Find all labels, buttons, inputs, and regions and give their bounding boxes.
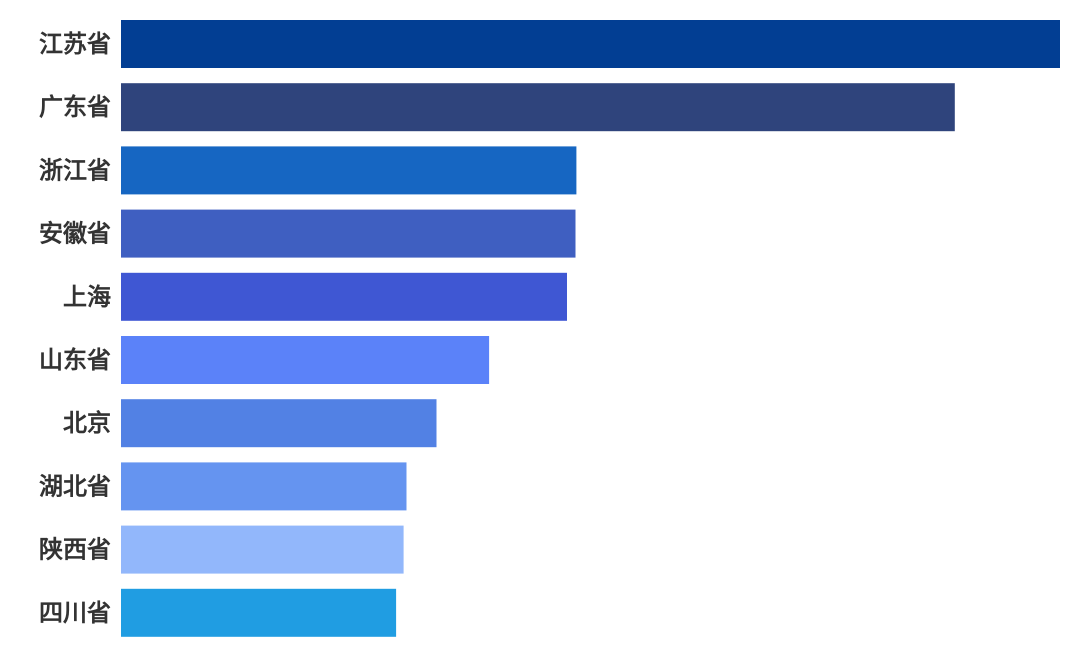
category-label-2: 广东省 (39, 93, 111, 121)
bar-3 (121, 146, 577, 195)
bar-8 (121, 462, 407, 511)
category-label-4: 安徽省 (39, 220, 111, 248)
category-label-9: 陕西省 (39, 536, 111, 564)
category-label-1: 江苏省 (39, 30, 111, 58)
bar-4 (121, 209, 576, 258)
bar-7 (121, 399, 437, 448)
category-label-7: 北京 (63, 409, 111, 437)
bar-9 (121, 525, 404, 574)
bars-group (121, 20, 1060, 637)
bar-1 (121, 20, 1060, 68)
bar-5 (121, 272, 567, 321)
category-label-8: 湖北省 (39, 472, 111, 500)
category-label-10: 四川省 (39, 599, 111, 627)
category-label-3: 浙江省 (39, 156, 111, 184)
bar-10 (121, 588, 397, 637)
category-label-5: 上海 (63, 283, 111, 311)
bar-2 (121, 83, 955, 132)
category-label-6: 山东省 (39, 346, 111, 374)
bar-6 (121, 336, 490, 384)
